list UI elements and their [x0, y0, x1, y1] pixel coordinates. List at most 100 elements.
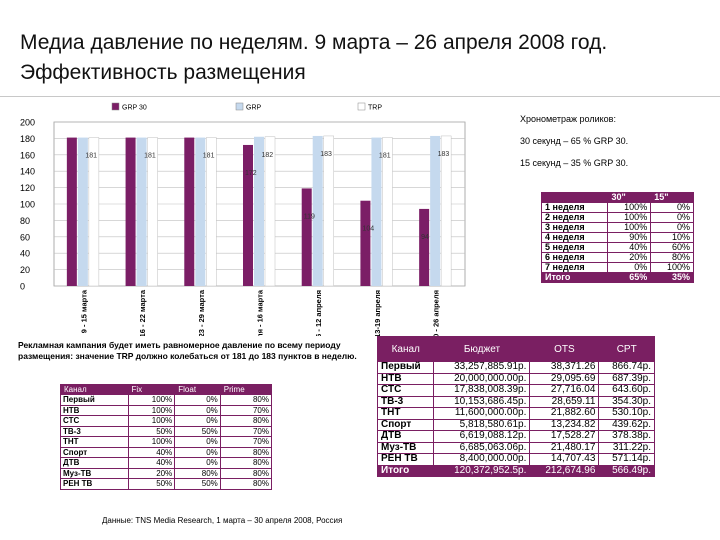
- cell-value: 0%: [650, 222, 694, 233]
- channel-header: Float: [174, 384, 221, 395]
- cell-value: 50%: [174, 425, 221, 437]
- channel-row: Спорт 40% 0% 80%: [60, 446, 273, 458]
- total-value: 35%: [650, 272, 694, 283]
- channel-row: РЕН ТВ 50% 50% 80%: [60, 478, 273, 490]
- share-table: 30" 15" 1 неделя 100% 0% 2 неделя 100% 0% 3 не…: [540, 192, 694, 283]
- channel-row: СТС 100% 0% 80%: [60, 415, 273, 427]
- bar-grp: [254, 136, 264, 286]
- total-value: 120,372,952.5р.: [433, 464, 531, 477]
- weekly-grp-chart: 0 20 40 60 80 100 120 140 160 180 200 GRP 30 GRP TRP 1…: [20, 102, 466, 336]
- bar-data-label: 182: [262, 152, 274, 159]
- x-category-label: 20 - 26 апреля: [432, 290, 441, 336]
- cell-value: 21,480.17: [529, 441, 600, 454]
- duration-notes: Хронометраж роликов: 30 секунд – 65 % GR…: [520, 108, 710, 174]
- duration-line-30: 30 секунд – 65 % GRP 30.: [520, 136, 629, 146]
- cell-value: 50%: [127, 478, 176, 490]
- cell-value: 38,371.26: [529, 361, 600, 374]
- bar-grp: [136, 137, 147, 286]
- cell-value: 29,095.69: [529, 372, 600, 385]
- y-tick-label: 200: [20, 118, 35, 128]
- cell-value: 100%: [127, 394, 176, 406]
- legend-label: TRP: [368, 105, 382, 112]
- cell-value: 40%: [607, 242, 652, 253]
- cell-value: 100%: [127, 415, 176, 427]
- y-tick-label: 80: [20, 216, 30, 226]
- cell-value: 40%: [127, 457, 176, 469]
- cell-value: 0%: [174, 404, 221, 416]
- bar-trp: [440, 135, 452, 287]
- share-row: 3 неделя 100% 0%: [540, 222, 694, 233]
- budget-row: Спорт 5,818,580.61р. 13,234.82 439.62р.: [376, 418, 655, 431]
- share-row: 1 неделя 100% 0%: [540, 202, 694, 213]
- channel-row: Муз-ТВ 20% 80% 80%: [60, 467, 273, 479]
- cell-value: 378.38р.: [598, 430, 655, 443]
- row-label: 5 неделя: [540, 242, 609, 253]
- row-label: СТС: [60, 415, 129, 427]
- channel-header: Канал: [60, 384, 129, 395]
- budget-header: OTS: [529, 336, 600, 362]
- cell-value: 80%: [219, 415, 273, 427]
- legend-label: GRP 30: [122, 105, 147, 112]
- budget-row: СТС 17,838,008.39р. 27,716.04 643.60р.: [376, 384, 655, 397]
- y-tick-label: 60: [20, 232, 30, 242]
- bar-trp: [88, 137, 100, 287]
- share-row: 5 неделя 40% 60%: [540, 242, 694, 253]
- cell-value: 33,257,885.91р.: [433, 361, 531, 374]
- total-value: 212,674.96: [529, 464, 600, 477]
- cell-value: 0%: [174, 446, 221, 458]
- cell-value: 80%: [174, 467, 221, 479]
- cell-value: 50%: [174, 478, 221, 490]
- channel-row: НТВ 100% 0% 70%: [60, 404, 273, 416]
- row-label: Спорт: [376, 418, 435, 431]
- duration-heading: Хронометраж роликов:: [520, 114, 616, 124]
- row-label: Муз-ТВ: [60, 467, 129, 479]
- cell-value: 21,882.60: [529, 407, 600, 420]
- cell-value: 571.14р.: [598, 453, 655, 466]
- row-label: Первый: [376, 361, 435, 374]
- row-label: СТС: [376, 384, 435, 397]
- share-header: [540, 192, 609, 203]
- row-label: 4 неделя: [540, 232, 609, 243]
- bar-trp: [206, 137, 217, 287]
- row-label: НТВ: [376, 372, 435, 385]
- cell-value: 0%: [174, 415, 221, 427]
- bar-grp30: [360, 200, 371, 286]
- row-label: ДТВ: [376, 430, 435, 443]
- bar-grp30: [184, 137, 195, 286]
- channel-row: ТНТ 100% 0% 70%: [60, 436, 273, 448]
- bar-grp30-label: 119: [304, 213, 315, 220]
- x-category-label: 9 - 15 марта: [79, 289, 88, 333]
- budget-row: ТВ-3 10,153,686.45р. 28,659.11 354.30р.: [376, 395, 655, 408]
- cell-value: 80%: [650, 252, 694, 263]
- row-label: ТНТ: [60, 436, 129, 448]
- cell-value: 6,619,088.12р.: [433, 430, 531, 443]
- y-tick-label: 160: [20, 150, 35, 160]
- bar-grp30: [243, 144, 253, 286]
- bar-grp30: [66, 137, 77, 286]
- row-label: 7 неделя: [540, 262, 609, 273]
- budget-row: ДТВ 6,619,088.12р. 17,528.27 378.38р.: [376, 430, 655, 443]
- bar-grp30: [301, 188, 312, 286]
- x-category-label: 13-19 апреля: [373, 290, 382, 336]
- cell-value: 6,685,063.06р.: [433, 441, 531, 454]
- legend-swatch: [357, 102, 366, 111]
- cell-value: 17,838,008.39р.: [433, 384, 531, 397]
- bar-data-label: 181: [203, 153, 215, 160]
- page-title: Медиа давление по неделям. 9 марта – 26 …: [20, 31, 608, 84]
- bar-grp: [195, 137, 206, 286]
- row-label: РЕН ТВ: [60, 478, 129, 490]
- bar-grp30: [419, 208, 430, 286]
- total-row: Итого 65% 35%: [540, 272, 694, 283]
- x-category-label: 23 - 29 марта: [197, 289, 206, 336]
- cell-value: 100%: [607, 222, 652, 233]
- cell-value: 100%: [650, 262, 694, 273]
- y-tick-label: 20: [20, 265, 30, 275]
- bar-trp: [382, 137, 393, 287]
- cell-value: 11,600,000.00р.: [433, 407, 531, 420]
- bar-trp: [147, 137, 158, 287]
- bar-data-label: 183: [320, 151, 332, 158]
- bar-grp30-label: 94: [421, 234, 429, 241]
- cell-value: 90%: [607, 232, 652, 243]
- cell-value: 0%: [607, 262, 652, 273]
- cell-value: 40%: [127, 446, 176, 458]
